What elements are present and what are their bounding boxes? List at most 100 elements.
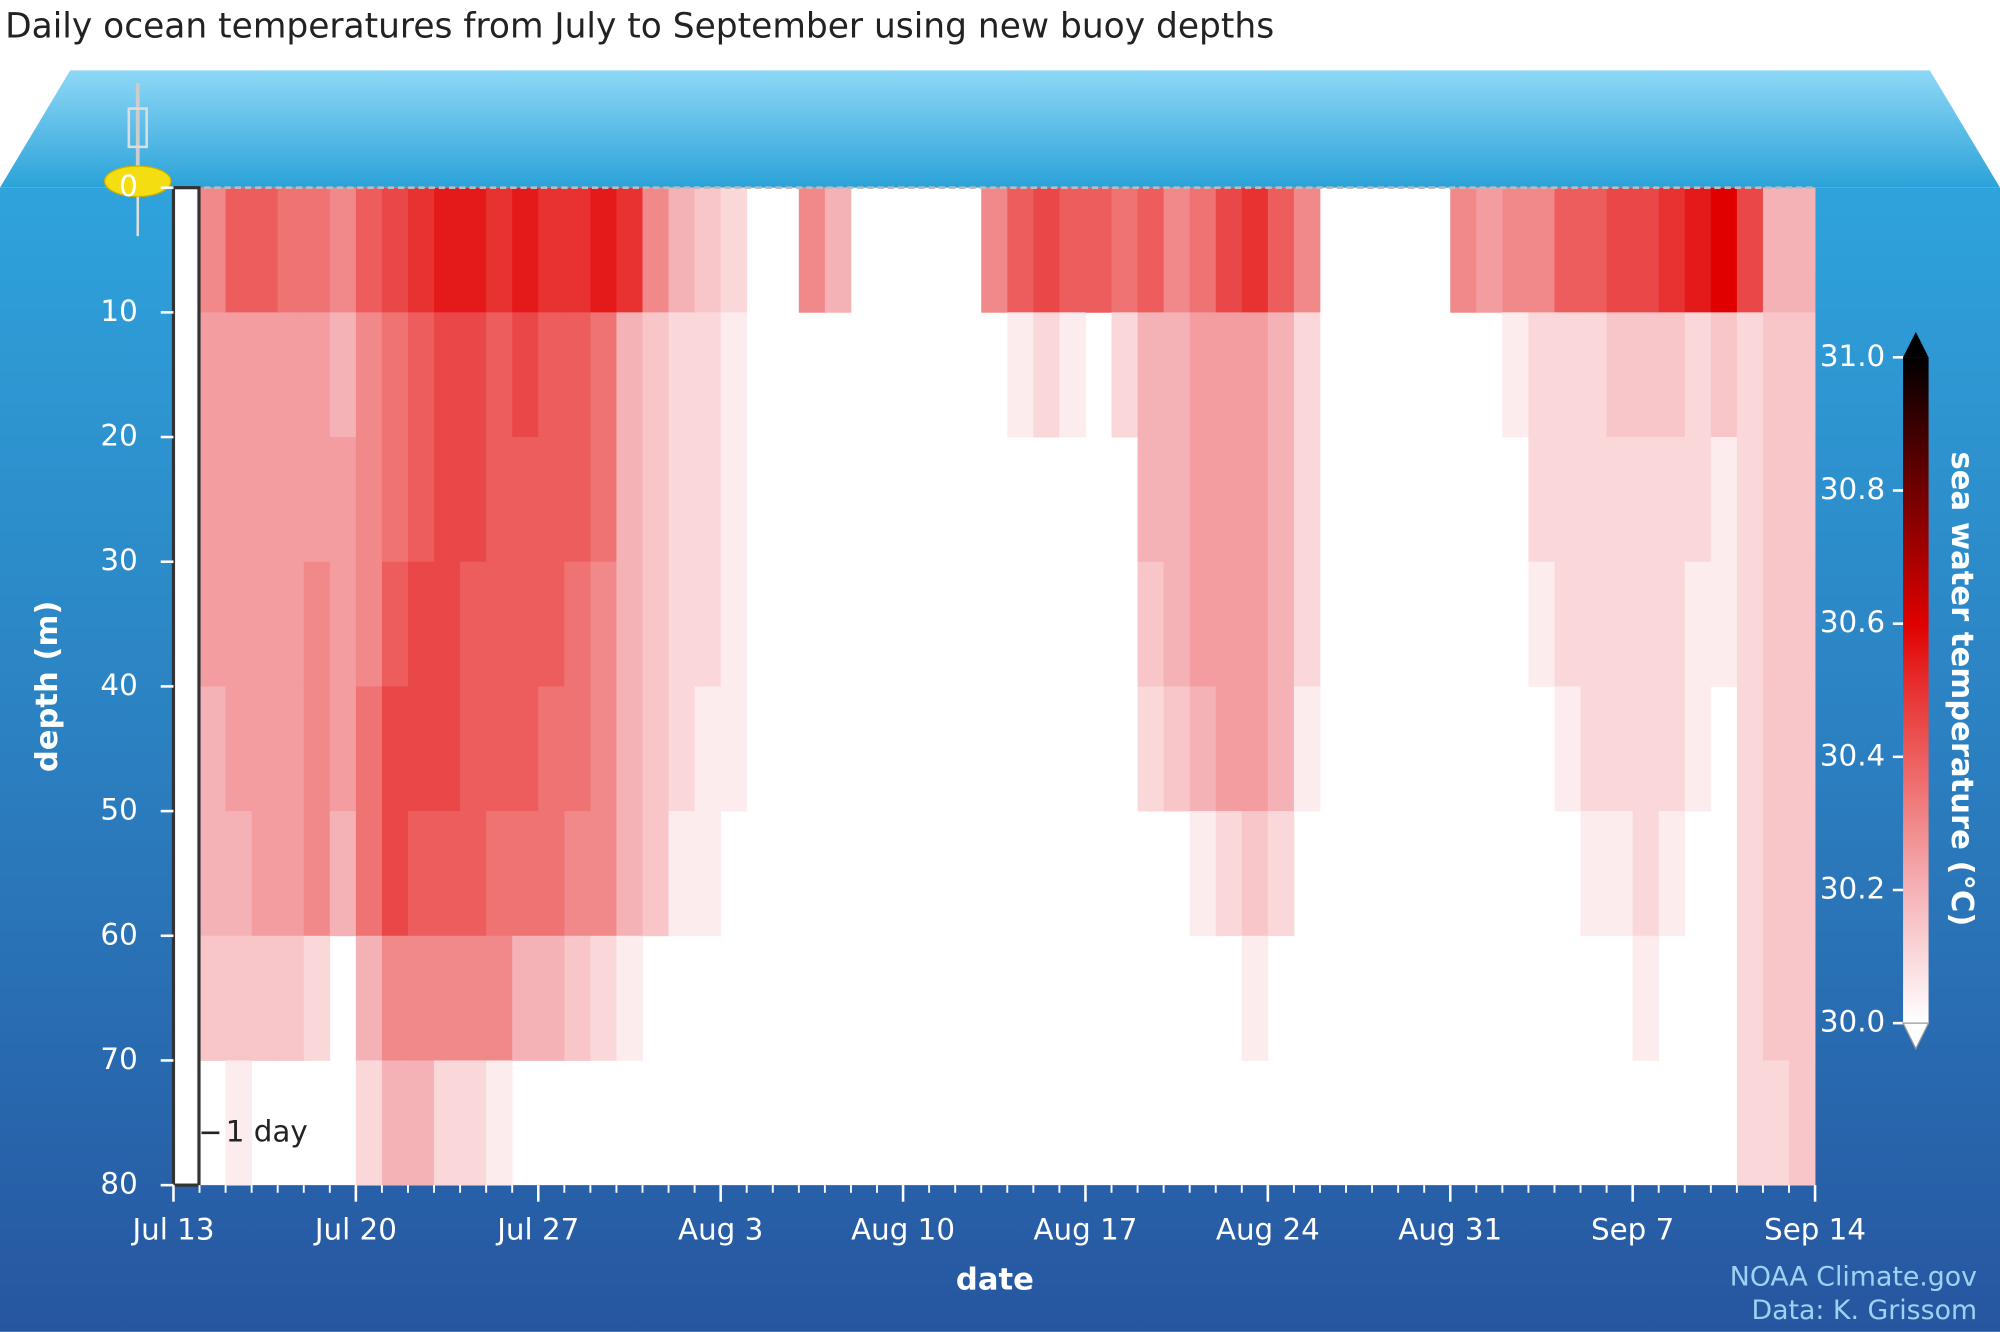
heat-cell	[225, 686, 253, 812]
heat-cell	[277, 437, 305, 563]
x-tick-label: Aug 3	[678, 1213, 763, 1247]
y-axis-label: depth (m)	[30, 601, 65, 773]
heat-cell	[1554, 187, 1581, 313]
y-tick-label: 70	[100, 1042, 137, 1076]
heat-cell	[1476, 187, 1503, 313]
heat-cell	[199, 811, 226, 937]
heat-cell	[1267, 437, 1295, 563]
heat-cell	[1632, 187, 1660, 313]
heat-cell	[1528, 187, 1555, 313]
buoy	[103, 83, 172, 237]
heat-cell	[1241, 312, 1269, 438]
heat-cell	[694, 561, 722, 687]
heat-cell	[1788, 1060, 1816, 1186]
heat-cell	[564, 437, 591, 563]
y-tick-label: 10	[100, 294, 137, 328]
heat-cell	[355, 437, 383, 563]
heat-cell	[512, 437, 539, 563]
heat-cell	[1788, 187, 1816, 313]
heat-cell	[1293, 561, 1321, 687]
heat-cell	[642, 811, 669, 937]
heat-cell	[1788, 312, 1816, 438]
credit: Data: K. Grissom	[1752, 1295, 1978, 1326]
heat-cell	[225, 935, 253, 1061]
heat-cell	[355, 312, 383, 438]
heat-cell	[1632, 811, 1660, 937]
heat-cell	[407, 437, 435, 563]
heat-cell	[225, 1060, 253, 1186]
heat-cell	[486, 312, 513, 438]
heat-cell	[564, 686, 591, 812]
heat-cell	[1606, 312, 1634, 438]
heat-cell	[720, 312, 748, 438]
heat-cell	[381, 312, 409, 438]
heat-cell	[1788, 811, 1816, 937]
heat-cell	[486, 187, 513, 313]
x-tick-label: Aug 10	[851, 1213, 955, 1247]
heat-cell	[1215, 686, 1243, 812]
heat-cell	[1788, 561, 1816, 687]
heat-cell	[407, 561, 435, 687]
heat-cell	[329, 561, 357, 687]
heat-cell	[1762, 935, 1790, 1061]
heat-cell	[225, 561, 253, 687]
heat-cell	[1736, 437, 1764, 563]
heat-cell	[1241, 437, 1269, 563]
heat-cell	[1215, 187, 1243, 313]
heat-cell	[616, 437, 643, 563]
heat-cell	[486, 811, 513, 937]
heat-cell	[798, 187, 826, 313]
heat-cell	[407, 811, 435, 937]
heat-cell	[1580, 437, 1607, 563]
heat-cell	[407, 187, 435, 313]
heat-cell	[277, 561, 305, 687]
heat-cell	[668, 811, 695, 937]
heat-cell	[1710, 437, 1738, 563]
heat-cell	[381, 187, 409, 313]
heat-cell	[1163, 561, 1191, 687]
heat-cell	[1528, 312, 1555, 438]
heat-cell	[512, 686, 539, 812]
heat-cell	[642, 437, 669, 563]
heat-cell	[1762, 312, 1790, 438]
heat-cell	[512, 561, 539, 687]
heat-cell	[1710, 312, 1738, 438]
heat-cell	[1215, 811, 1243, 937]
heat-cell	[1684, 312, 1712, 438]
heat-cell	[251, 935, 279, 1061]
heat-cell	[538, 561, 565, 687]
heat-cell	[668, 561, 695, 687]
heat-cell	[434, 935, 461, 1061]
heat-cell	[1580, 561, 1607, 687]
heat-cell	[564, 811, 591, 937]
heat-cell	[1059, 187, 1086, 313]
heat-cell	[277, 187, 305, 313]
heat-cell	[616, 935, 643, 1061]
heat-cell	[434, 561, 461, 687]
heat-cell	[1554, 561, 1581, 687]
heat-cell	[1762, 187, 1790, 313]
chart-title: Daily ocean temperatures from July to Se…	[5, 7, 1274, 47]
heat-cell	[251, 437, 279, 563]
heat-cell	[1111, 312, 1138, 438]
heat-cell	[720, 686, 748, 812]
heat-cell	[460, 811, 487, 937]
heat-cell	[460, 935, 487, 1061]
heat-cell	[1606, 437, 1634, 563]
heat-cell	[407, 312, 435, 438]
heat-cell	[355, 811, 383, 937]
heat-cell	[538, 187, 565, 313]
heat-cell	[1189, 811, 1217, 937]
heat-cell	[642, 561, 669, 687]
y-tick-label: 30	[100, 543, 137, 577]
heat-cell	[1137, 437, 1165, 563]
heat-cell	[329, 187, 357, 313]
heat-cell	[277, 935, 305, 1061]
heat-cell	[355, 187, 383, 313]
heat-cell	[434, 437, 461, 563]
heat-cell	[538, 437, 565, 563]
y-tick-label: 0	[119, 169, 138, 203]
x-tick-label: Sep 14	[1764, 1213, 1866, 1247]
heat-cell	[199, 935, 226, 1061]
x-tick-label: Aug 31	[1398, 1213, 1502, 1247]
